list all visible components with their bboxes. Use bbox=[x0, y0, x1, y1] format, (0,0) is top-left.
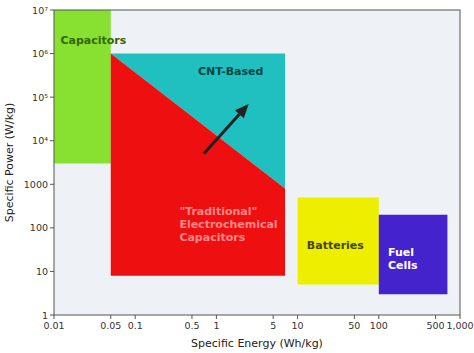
region bbox=[54, 10, 111, 164]
x-tick bbox=[378, 315, 379, 319]
marks bbox=[54, 10, 447, 294]
x-tick-label: 0.01 bbox=[43, 320, 64, 331]
y-tick bbox=[50, 97, 54, 98]
x-axis-label: Specific Energy (Wh/kg) bbox=[191, 337, 323, 350]
region bbox=[111, 54, 285, 276]
y-tick bbox=[50, 184, 54, 185]
region-label: Capacitors bbox=[60, 34, 126, 47]
x-tick-label: 50 bbox=[348, 320, 360, 331]
y-tick-label: 10⁴ bbox=[32, 135, 48, 146]
x-tick bbox=[110, 315, 111, 319]
region-labels: Capacitors CNT-Based "Traditional"Electroc… bbox=[60, 34, 418, 271]
y-tick bbox=[50, 10, 54, 11]
y-tick-label: 1000 bbox=[24, 179, 48, 190]
x-tick-label: 1,000 bbox=[446, 320, 473, 331]
region-label-line: Fuel bbox=[388, 246, 414, 259]
axes: 0.01 0.05 0.1 0.5 1 5 10 50 100 5001,000 1 10 100 100… bbox=[24, 5, 474, 332]
y-tick-label: 10⁷ bbox=[32, 5, 48, 16]
y-tick bbox=[50, 315, 54, 316]
region-label-line: CNT-Based bbox=[198, 65, 263, 78]
x-tick-label: 500 bbox=[426, 320, 444, 331]
chart: Capacitors CNT-Based "Traditional"Electroc… bbox=[0, 0, 474, 353]
x-tick bbox=[435, 315, 436, 319]
y-tick-label: 10⁵ bbox=[32, 92, 48, 103]
y-tick bbox=[50, 53, 54, 54]
region-label: CNT-Based bbox=[198, 65, 263, 78]
x-tick-label: 1 bbox=[213, 320, 219, 331]
x-tick-label: 0.05 bbox=[100, 320, 121, 331]
arrow bbox=[204, 104, 249, 154]
region-label: "Traditional"ElectrochemicalCapacitors bbox=[179, 205, 277, 244]
region-label-line: Cells bbox=[388, 259, 418, 272]
region-label-line: "Traditional" bbox=[179, 205, 257, 218]
y-tick bbox=[50, 140, 54, 141]
x-tick bbox=[460, 315, 461, 319]
region-label-line: Batteries bbox=[307, 239, 364, 252]
x-tick bbox=[273, 315, 274, 319]
region-label-line: Capacitors bbox=[179, 231, 245, 244]
region-label-line: Capacitors bbox=[60, 34, 126, 47]
x-tick bbox=[354, 315, 355, 319]
x-tick-label: 100 bbox=[370, 320, 388, 331]
plot-frame bbox=[54, 10, 460, 315]
plot-background bbox=[54, 10, 460, 315]
arrow-shaft bbox=[204, 114, 240, 154]
x-tick-label: 5 bbox=[270, 320, 276, 331]
region-label: FuelCells bbox=[388, 246, 418, 272]
region bbox=[298, 197, 379, 284]
x-tick-label: 0.5 bbox=[184, 320, 199, 331]
x-tick bbox=[135, 315, 136, 319]
x-tick bbox=[297, 315, 298, 319]
x-tick-label: 0.1 bbox=[128, 320, 143, 331]
region-label-line: Electrochemical bbox=[179, 218, 277, 231]
y-tick-label: 10⁶ bbox=[32, 48, 48, 59]
y-tick bbox=[50, 227, 54, 228]
region bbox=[379, 215, 448, 294]
region-label: Batteries bbox=[307, 239, 364, 252]
y-axis-label: Specific Power (W/kg) bbox=[3, 103, 16, 223]
x-tick-label: 10 bbox=[292, 320, 304, 331]
y-tick bbox=[50, 271, 54, 272]
y-tick-label: 1 bbox=[42, 310, 48, 321]
y-tick-label: 10 bbox=[36, 266, 48, 277]
x-tick bbox=[191, 315, 192, 319]
x-tick bbox=[216, 315, 217, 319]
y-tick-label: 100 bbox=[30, 222, 48, 233]
x-tick bbox=[54, 315, 55, 319]
arrow-head bbox=[235, 104, 249, 118]
